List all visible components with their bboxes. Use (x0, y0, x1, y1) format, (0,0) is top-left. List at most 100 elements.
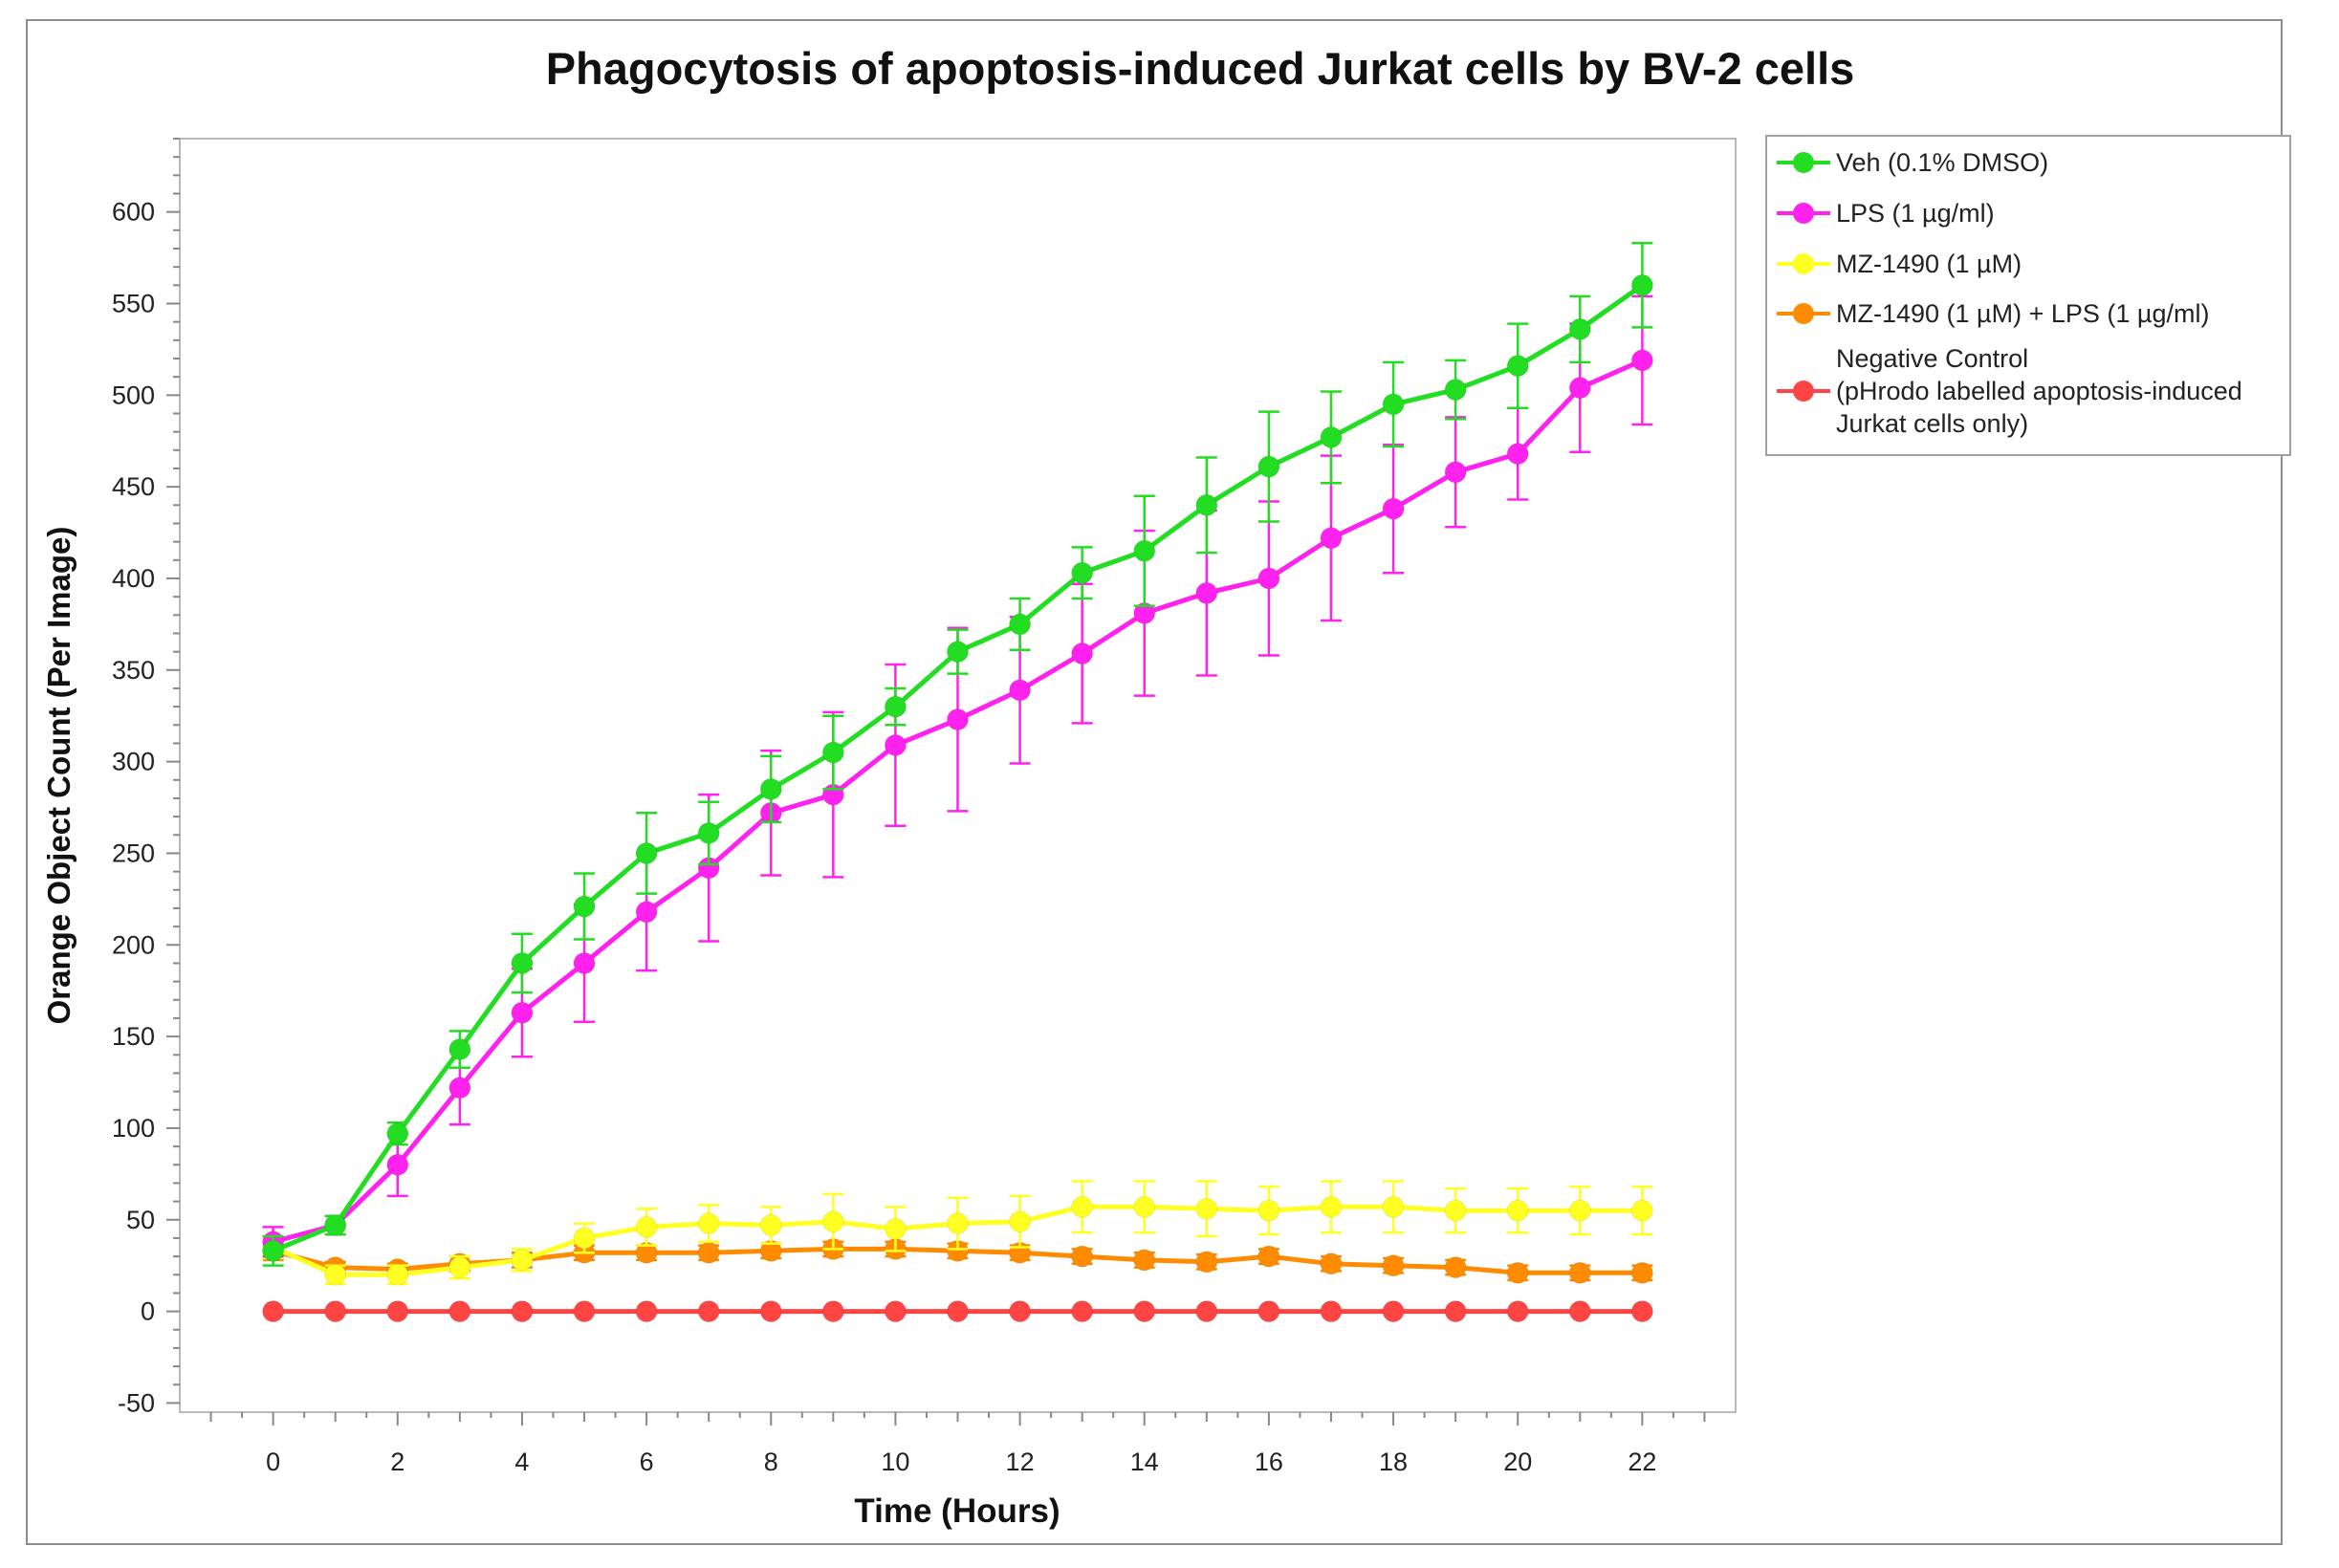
data-point (884, 1300, 907, 1323)
x-tick-label: 20 (1503, 1448, 1532, 1476)
data-point (1630, 1261, 1653, 1284)
data-point (386, 1153, 409, 1176)
data-point (386, 1300, 409, 1323)
data-point (1630, 349, 1653, 372)
data-point (1195, 1251, 1218, 1274)
data-point (1382, 1254, 1405, 1277)
data-point (1444, 1199, 1467, 1222)
data-point (448, 1256, 471, 1279)
data-point (324, 1263, 347, 1286)
legend-label: Veh (0.1% DMSO) (1836, 148, 2049, 177)
data-point (511, 1001, 534, 1024)
data-point (1568, 377, 1591, 400)
legend-label: Negative Control (1836, 344, 2029, 373)
x-tick-label: 14 (1130, 1448, 1159, 1476)
data-point (1630, 1199, 1653, 1222)
data-point (1133, 539, 1156, 562)
legend-label: (pHrodo labelled apoptosis-induced (1836, 377, 2242, 405)
data-point (262, 1239, 285, 1262)
data-point (1320, 1300, 1343, 1323)
data-point (1257, 455, 1280, 478)
data-point (759, 1300, 782, 1323)
data-point (635, 841, 658, 864)
legend-label: MZ-1490 (1 µM) + LPS (1 µg/ml) (1836, 299, 2210, 328)
data-point (1257, 1199, 1280, 1222)
data-point (1009, 1210, 1032, 1233)
x-tick-label: 2 (390, 1448, 404, 1476)
x-axis-label: Time (Hours) (854, 1492, 1060, 1530)
data-point (1506, 355, 1529, 378)
data-point (448, 1077, 471, 1100)
series-layer (262, 241, 1653, 1323)
data-point (573, 1300, 596, 1323)
legend-marker (1777, 253, 1830, 274)
data-point (635, 901, 658, 924)
data-point (1506, 1300, 1529, 1323)
data-point (1320, 527, 1343, 550)
data-point (1320, 1195, 1343, 1218)
x-tick-label: 0 (266, 1448, 280, 1476)
data-point (821, 1300, 844, 1323)
data-point (386, 1122, 409, 1145)
data-point (1568, 1261, 1591, 1284)
data-point (821, 1210, 844, 1233)
series-0 (262, 241, 1653, 1267)
y-tick-label: 450 (112, 472, 155, 501)
x-tick-label: 18 (1379, 1448, 1408, 1476)
data-point (697, 1212, 720, 1235)
data-point (573, 1227, 596, 1250)
y-tick-label: 250 (112, 838, 155, 867)
data-point (573, 895, 596, 918)
y-tick-label: 600 (112, 198, 155, 227)
legend-label: Jurkat cells only) (1836, 409, 2029, 438)
data-point (1444, 461, 1467, 484)
x-tick-label: 10 (881, 1448, 909, 1476)
data-point (448, 1038, 471, 1061)
data-point (1382, 497, 1405, 520)
data-point (1382, 393, 1405, 416)
x-tick-label: 12 (1006, 1448, 1035, 1476)
data-point (1195, 581, 1218, 604)
data-point (448, 1300, 471, 1323)
data-point (1320, 1252, 1343, 1275)
data-point (1195, 1300, 1218, 1323)
legend-marker (1777, 203, 1830, 224)
y-tick-label: -50 (118, 1388, 155, 1417)
data-point (1133, 1195, 1156, 1218)
data-point (1071, 561, 1094, 584)
x-tick-label: 6 (640, 1448, 654, 1476)
data-point (1506, 443, 1529, 466)
data-point (1195, 493, 1218, 516)
chart-title: Phagocytosis of apoptosis-induced Jurkat… (546, 43, 1855, 94)
legend: Veh (0.1% DMSO) LPS (1 µg/ml) MZ-1490 (1 µ… (1765, 135, 2291, 456)
data-point (1133, 1249, 1156, 1272)
data-point (1506, 1261, 1529, 1284)
data-point (1071, 1245, 1094, 1268)
y-tick-label: 400 (112, 564, 155, 593)
data-point (1133, 1300, 1156, 1323)
data-point (1568, 1199, 1591, 1222)
y-tick-label: 150 (112, 1022, 155, 1051)
data-point (947, 1212, 969, 1235)
data-point (1071, 1300, 1094, 1323)
data-point (1630, 273, 1653, 296)
x-axis: 0 2 4 6 8 10 12 14 16 18 20 22 (209, 1412, 1706, 1476)
legend-label: LPS (1 µg/ml) (1836, 199, 1995, 228)
y-tick-label: 100 (112, 1114, 155, 1143)
x-tick-label: 16 (1255, 1448, 1283, 1476)
y-tick-label: 500 (112, 381, 155, 409)
y-tick-label: 350 (112, 656, 155, 685)
y-tick-label: 550 (112, 289, 155, 317)
data-point (1009, 613, 1032, 636)
data-point (1568, 317, 1591, 340)
data-point (511, 1300, 534, 1323)
data-point (324, 1214, 347, 1237)
x-tick-label: 22 (1628, 1448, 1656, 1476)
y-tick-label: 200 (112, 930, 155, 959)
data-point (1568, 1300, 1591, 1323)
data-point (1195, 1197, 1218, 1220)
legend-label: MZ-1490 (1 µM) (1836, 250, 2022, 278)
data-point (1009, 1300, 1032, 1323)
legend-marker (1777, 381, 1830, 402)
